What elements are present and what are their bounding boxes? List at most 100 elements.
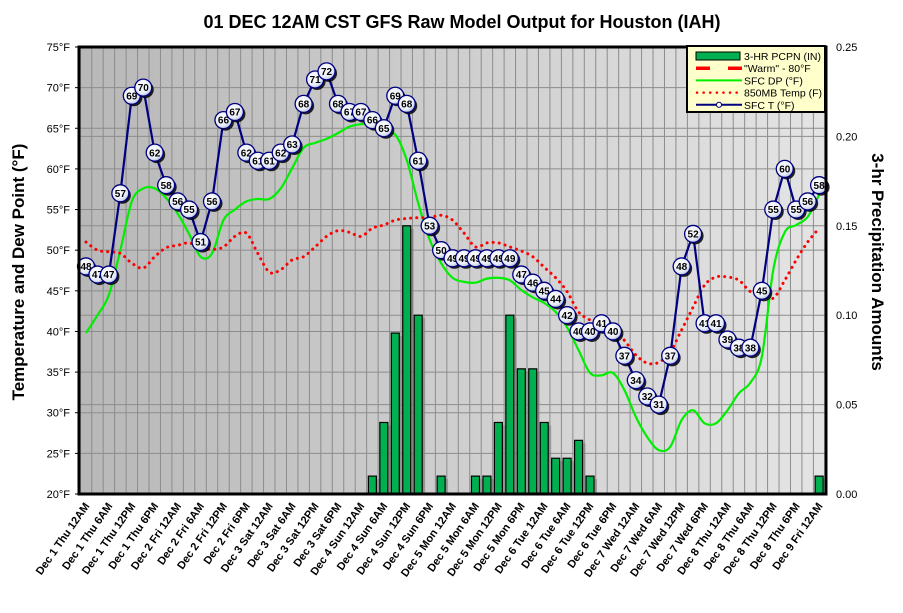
precip-bar bbox=[413, 314, 423, 495]
temp-point-label: 40 bbox=[573, 327, 585, 338]
temp-point-label: 56 bbox=[802, 197, 814, 208]
temp-point: 55 bbox=[764, 200, 784, 221]
temp-point-label: 49 bbox=[481, 254, 493, 265]
temp-point-marker bbox=[283, 135, 302, 154]
temp-point: 48 bbox=[672, 257, 693, 277]
legend-item: SFC DP (°F) bbox=[696, 75, 803, 87]
temp-point-label: 45 bbox=[539, 286, 551, 297]
temp-point-label: 71 bbox=[310, 75, 322, 86]
temp-point-label: 41 bbox=[596, 319, 608, 330]
temp-point-label: 61 bbox=[252, 156, 264, 167]
temp-point: 56 bbox=[202, 192, 223, 212]
precip-bar bbox=[539, 421, 549, 495]
legend-label: "Warm" - 80°F bbox=[744, 63, 811, 75]
temp-point-label: 69 bbox=[126, 91, 138, 102]
temp-point: 55 bbox=[179, 200, 200, 221]
temp-point-marker bbox=[706, 314, 726, 333]
temp-point: 65 bbox=[374, 119, 395, 139]
dewpoint-line bbox=[85, 122, 821, 453]
y-tick-label: 35°F bbox=[47, 367, 71, 379]
temp-point: 37 bbox=[661, 346, 681, 367]
temp-point-marker bbox=[615, 346, 634, 365]
y-tick-label: 50°F bbox=[47, 245, 71, 257]
plot-area bbox=[79, 47, 826, 494]
legend-item: SFC T (°F) bbox=[696, 100, 794, 112]
temp-point: 47 bbox=[99, 265, 120, 286]
temp-point: 52 bbox=[683, 224, 704, 245]
temp-point-label: 32 bbox=[642, 392, 654, 403]
y2-tick-label: 0.10 bbox=[836, 310, 857, 322]
y-axis-right-ticks: 0.25 0.20 0.15 0.10 0.05 0.00 bbox=[836, 42, 857, 501]
temp-point: 40 bbox=[603, 322, 624, 342]
temp-point-label: 37 bbox=[619, 351, 631, 362]
temp-point-label: 56 bbox=[206, 197, 218, 208]
precip-bar bbox=[516, 368, 526, 495]
temp-point-label: 61 bbox=[264, 156, 276, 167]
temp-point: 68 bbox=[294, 94, 315, 115]
temp-point-label: 58 bbox=[814, 181, 826, 192]
temp-point-label: 63 bbox=[287, 140, 299, 151]
temp-point-label: 34 bbox=[630, 376, 642, 387]
temp-point-label: 66 bbox=[367, 116, 379, 127]
temp-point-marker bbox=[741, 338, 760, 357]
temp-point-label: 49 bbox=[458, 254, 470, 265]
temp-point-label: 37 bbox=[665, 351, 677, 362]
legend-label: SFC DP (°F) bbox=[744, 75, 803, 87]
temp-point-marker bbox=[752, 281, 771, 300]
precip-bar bbox=[585, 475, 595, 495]
legend-item: 3-HR PCPN (IN) bbox=[695, 51, 821, 63]
temp-point-label: 48 bbox=[80, 262, 92, 273]
y2-tick-label: 0.05 bbox=[836, 400, 857, 412]
temp-point: 34 bbox=[626, 371, 647, 391]
temp-point-marker bbox=[99, 265, 119, 284]
temp-point-label: 62 bbox=[275, 148, 287, 159]
precip-bar bbox=[528, 368, 538, 495]
temp-point-label: 51 bbox=[195, 238, 207, 249]
temp-point-marker bbox=[145, 143, 164, 162]
temp-point-label: 70 bbox=[138, 83, 150, 94]
legend-swatch-marker bbox=[715, 101, 723, 108]
y-tick-label: 70°F bbox=[47, 83, 71, 95]
temp-point-label: 67 bbox=[344, 108, 356, 119]
temp-point-marker bbox=[374, 119, 393, 138]
temp-point: 58 bbox=[157, 176, 177, 196]
temp-point-label: 52 bbox=[688, 230, 700, 241]
temp-point: 70 bbox=[134, 78, 154, 99]
temp-point: 68 bbox=[397, 94, 418, 115]
temp-point: 63 bbox=[283, 135, 303, 156]
temp-point-label: 47 bbox=[103, 270, 115, 281]
plot-frame bbox=[77, 45, 828, 496]
temp-point-label: 58 bbox=[161, 181, 173, 192]
temp-point: 44 bbox=[546, 289, 567, 310]
temp-point-label: 68 bbox=[298, 99, 310, 110]
temp-point: 60 bbox=[775, 159, 796, 180]
precip-bar bbox=[493, 421, 503, 495]
y2-tick-label: 0.00 bbox=[836, 489, 857, 501]
temp-point: 53 bbox=[420, 216, 441, 237]
y-tick-label: 55°F bbox=[47, 205, 71, 217]
precip-bar bbox=[379, 421, 389, 495]
temp-point-label: 38 bbox=[733, 343, 745, 354]
temp-point-label: 46 bbox=[527, 278, 539, 289]
temp-point-marker bbox=[661, 346, 680, 365]
temp-point-marker bbox=[317, 62, 336, 81]
temp-point-marker bbox=[649, 395, 668, 414]
y-tick-label: 20°F bbox=[47, 489, 71, 501]
legend-item: 850MB Temp (F) bbox=[695, 88, 822, 100]
precip-bar bbox=[562, 457, 572, 495]
temp-point-label: 60 bbox=[779, 165, 791, 176]
temp-point-label: 67 bbox=[229, 108, 241, 119]
temp-point-label: 38 bbox=[745, 343, 757, 354]
temp-point-marker bbox=[397, 94, 416, 114]
temp-point: 72 bbox=[317, 62, 338, 82]
temp-point-label: 40 bbox=[607, 327, 619, 338]
temp-point: 51 bbox=[191, 232, 212, 253]
temp-point: 62 bbox=[145, 143, 166, 164]
temp-point-label: 68 bbox=[401, 99, 413, 110]
temp-point-label: 62 bbox=[149, 148, 161, 159]
legend-label: 3-HR PCPN (IN) bbox=[744, 51, 821, 63]
temp-point: 49 bbox=[500, 249, 521, 269]
legend-swatch-bar bbox=[695, 51, 741, 61]
temp-point-marker bbox=[157, 176, 176, 195]
